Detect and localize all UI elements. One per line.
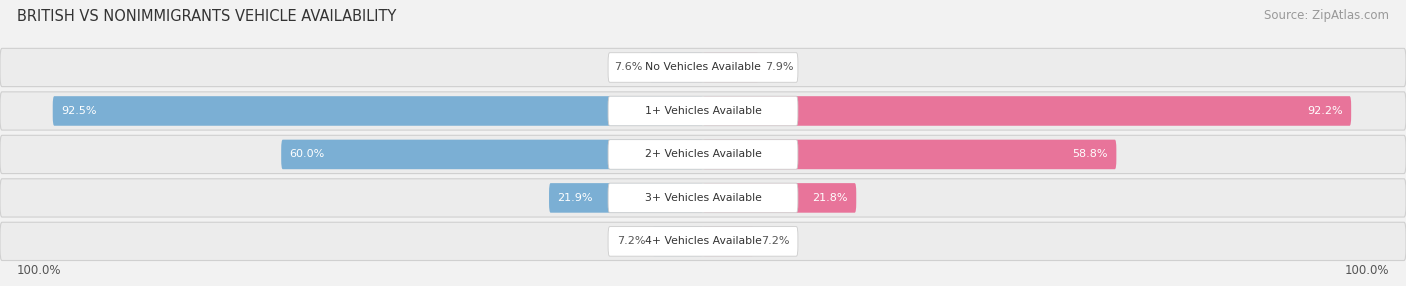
FancyBboxPatch shape bbox=[0, 92, 1406, 130]
FancyBboxPatch shape bbox=[703, 227, 754, 256]
FancyBboxPatch shape bbox=[609, 53, 799, 82]
FancyBboxPatch shape bbox=[609, 140, 799, 169]
Text: 7.2%: 7.2% bbox=[761, 237, 789, 246]
FancyBboxPatch shape bbox=[703, 140, 1116, 169]
FancyBboxPatch shape bbox=[0, 48, 1406, 87]
FancyBboxPatch shape bbox=[0, 179, 1406, 217]
Text: 92.2%: 92.2% bbox=[1308, 106, 1343, 116]
Text: 7.6%: 7.6% bbox=[614, 63, 643, 72]
Text: 7.9%: 7.9% bbox=[765, 63, 794, 72]
Text: 58.8%: 58.8% bbox=[1073, 150, 1108, 159]
FancyBboxPatch shape bbox=[0, 222, 1406, 261]
FancyBboxPatch shape bbox=[609, 183, 799, 213]
FancyBboxPatch shape bbox=[650, 53, 703, 82]
Text: 100.0%: 100.0% bbox=[1344, 265, 1389, 277]
Text: Source: ZipAtlas.com: Source: ZipAtlas.com bbox=[1264, 9, 1389, 21]
FancyBboxPatch shape bbox=[703, 183, 856, 213]
Text: No Vehicles Available: No Vehicles Available bbox=[645, 63, 761, 72]
FancyBboxPatch shape bbox=[548, 183, 703, 213]
Text: 4+ Vehicles Available: 4+ Vehicles Available bbox=[644, 237, 762, 246]
FancyBboxPatch shape bbox=[0, 135, 1406, 174]
Text: 100.0%: 100.0% bbox=[17, 265, 62, 277]
FancyBboxPatch shape bbox=[703, 96, 1351, 126]
FancyBboxPatch shape bbox=[703, 53, 759, 82]
Text: 2+ Vehicles Available: 2+ Vehicles Available bbox=[644, 150, 762, 159]
Text: 3+ Vehicles Available: 3+ Vehicles Available bbox=[644, 193, 762, 203]
Text: 7.2%: 7.2% bbox=[617, 237, 645, 246]
Text: 60.0%: 60.0% bbox=[290, 150, 325, 159]
FancyBboxPatch shape bbox=[652, 227, 703, 256]
FancyBboxPatch shape bbox=[609, 227, 799, 256]
Text: BRITISH VS NONIMMIGRANTS VEHICLE AVAILABILITY: BRITISH VS NONIMMIGRANTS VEHICLE AVAILAB… bbox=[17, 9, 396, 23]
FancyBboxPatch shape bbox=[609, 96, 799, 126]
Text: 1+ Vehicles Available: 1+ Vehicles Available bbox=[644, 106, 762, 116]
Text: 21.9%: 21.9% bbox=[558, 193, 593, 203]
FancyBboxPatch shape bbox=[281, 140, 703, 169]
Text: 92.5%: 92.5% bbox=[60, 106, 97, 116]
Text: 21.8%: 21.8% bbox=[813, 193, 848, 203]
FancyBboxPatch shape bbox=[53, 96, 703, 126]
